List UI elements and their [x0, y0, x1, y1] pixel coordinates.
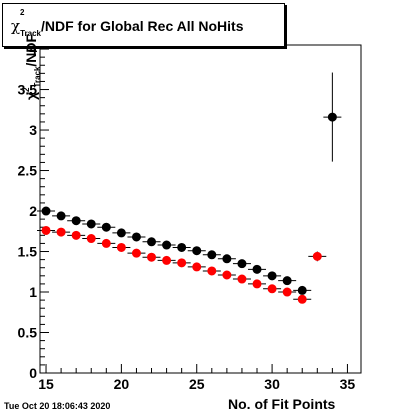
- data-point: [41, 225, 51, 235]
- data-point: [267, 271, 277, 281]
- data-point: [192, 246, 202, 256]
- data-point: [56, 211, 66, 221]
- y-tick-label: 2: [29, 203, 37, 219]
- y-tick-label: 2.5: [18, 163, 38, 179]
- data-point: [147, 237, 157, 247]
- data-point: [116, 228, 126, 238]
- data-point: [101, 222, 111, 232]
- data-point: [267, 284, 277, 294]
- x-tick-label: 25: [189, 376, 205, 392]
- data-point: [312, 251, 322, 261]
- data-point: [252, 264, 262, 274]
- data-point: [41, 206, 51, 216]
- data-point: [222, 254, 232, 264]
- ylabel-chi-symbol: χ: [23, 91, 39, 100]
- data-point: [282, 287, 292, 297]
- ylabel-subscript: Track: [33, 66, 42, 88]
- title-text: /NDF for Global Rec All NoHits: [41, 18, 244, 34]
- data-point: [147, 252, 157, 262]
- title-superscript: 2: [20, 8, 25, 17]
- data-point: [327, 112, 337, 122]
- data-point: [71, 216, 81, 226]
- data-point: [116, 242, 126, 252]
- title-box: χ 2 Track/NDF for Global Rec All NoHits: [2, 3, 285, 47]
- data-point: [71, 230, 81, 240]
- y-tick-label: 3.5: [18, 82, 38, 98]
- data-point: [162, 255, 172, 265]
- y-tick-label: 4: [29, 41, 37, 57]
- data-point: [282, 276, 292, 286]
- x-tick-label: 20: [114, 376, 130, 392]
- data-point: [86, 234, 96, 244]
- data-point: [86, 219, 96, 229]
- data-point: [56, 227, 66, 237]
- x-tick-label: 35: [340, 376, 356, 392]
- data-point: [101, 238, 111, 248]
- data-point: [207, 250, 217, 260]
- x-tick-label: 30: [264, 376, 280, 392]
- data-point: [297, 285, 307, 295]
- data-point: [162, 240, 172, 250]
- x-tick-label: 15: [38, 376, 54, 392]
- x-axis-label: No. of Fit Points: [228, 396, 336, 412]
- plot-frame: [39, 44, 362, 374]
- data-point: [237, 259, 247, 269]
- title-subscript: Track: [20, 29, 41, 38]
- chart-title: χ 2 Track/NDF for Global Rec All NoHits: [11, 8, 244, 38]
- ylabel-text: /NDF: [23, 33, 39, 67]
- data-point: [177, 242, 187, 252]
- y-tick-label: 1.5: [18, 244, 38, 260]
- timestamp: Tue Oct 20 18:06:43 2020: [4, 401, 111, 411]
- y-tick-label: 0.5: [18, 325, 38, 341]
- data-point: [297, 294, 307, 304]
- data-point: [131, 232, 141, 242]
- data-point: [252, 279, 262, 289]
- data-point: [222, 270, 232, 280]
- data-point: [192, 262, 202, 272]
- ylabel-superscript: 2: [22, 87, 31, 92]
- data-point: [207, 266, 217, 276]
- y-tick-label: 0: [29, 365, 37, 381]
- data-point: [177, 258, 187, 268]
- y-tick-label: 3: [29, 122, 37, 138]
- data-point: [237, 274, 247, 284]
- y-tick-label: 1: [29, 284, 37, 300]
- y-axis-label: χ2Track/NDF: [22, 33, 42, 100]
- title-chi-symbol: χ: [11, 17, 21, 35]
- data-point: [131, 248, 141, 258]
